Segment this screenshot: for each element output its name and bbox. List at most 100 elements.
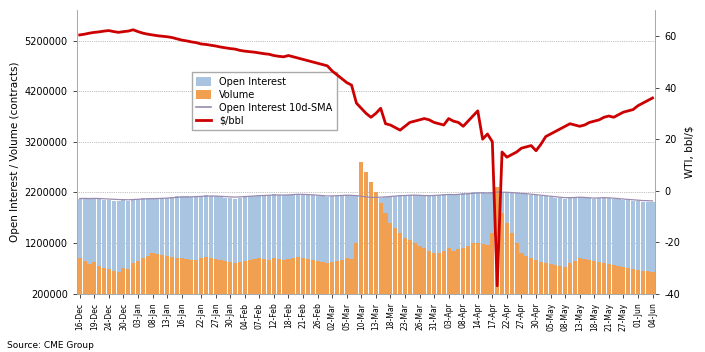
Bar (442, 194, 446, 304)
Bar (525, 256, 528, 304)
Bar (360, 162, 363, 304)
Bar (141, 258, 145, 304)
Bar (335, 196, 339, 304)
Bar (553, 197, 558, 304)
Bar (646, 202, 650, 304)
Bar (461, 248, 465, 304)
Bar (412, 195, 417, 304)
Bar (432, 195, 436, 304)
Bar (345, 195, 349, 304)
Bar (417, 246, 422, 304)
Bar (451, 251, 455, 304)
Bar (325, 263, 329, 304)
Bar (442, 251, 446, 304)
Y-axis label: Open Interest / Volume (contracts): Open Interest / Volume (contracts) (11, 62, 20, 242)
Bar (471, 193, 475, 304)
Bar (456, 194, 460, 304)
Bar (306, 195, 310, 304)
Bar (233, 199, 237, 304)
Bar (87, 264, 92, 304)
Bar (82, 261, 87, 304)
Bar (374, 193, 378, 304)
Bar (146, 197, 149, 304)
Bar (393, 228, 398, 304)
Bar (621, 267, 625, 304)
Legend: Open Interest, Volume, Open Interest 10d-SMA, $/bbl: Open Interest, Volume, Open Interest 10d… (192, 72, 337, 131)
Bar (427, 196, 431, 304)
Bar (398, 233, 402, 304)
Bar (316, 196, 319, 304)
Bar (355, 196, 358, 304)
Bar (150, 198, 154, 304)
Bar (616, 266, 620, 304)
Bar (636, 201, 640, 304)
Bar (185, 196, 188, 304)
Bar (296, 194, 300, 304)
Bar (621, 200, 625, 304)
Bar (102, 268, 106, 304)
Bar (243, 261, 247, 304)
Bar (131, 200, 135, 304)
Bar (529, 195, 533, 304)
Bar (257, 195, 262, 304)
Bar (437, 253, 441, 304)
Bar (175, 196, 179, 304)
Bar (422, 248, 427, 304)
Bar (291, 258, 295, 304)
Bar (199, 258, 203, 304)
Bar (228, 262, 232, 304)
Bar (520, 194, 524, 304)
Bar (199, 196, 203, 304)
Bar (190, 260, 193, 304)
Bar (350, 259, 354, 304)
Bar (500, 193, 504, 304)
Bar (126, 201, 130, 304)
Bar (631, 269, 635, 304)
Bar (121, 200, 125, 304)
Bar (320, 262, 324, 304)
Bar (582, 259, 587, 304)
Bar (219, 260, 223, 304)
Bar (223, 197, 228, 304)
Bar (355, 243, 358, 304)
Bar (602, 263, 606, 304)
Bar (597, 262, 601, 304)
Bar (340, 260, 344, 304)
Bar (626, 200, 630, 304)
Bar (267, 195, 271, 304)
Bar (466, 246, 470, 304)
Bar (180, 258, 184, 304)
Bar (106, 200, 111, 304)
Bar (116, 201, 121, 304)
Bar (490, 233, 494, 304)
Bar (592, 261, 596, 304)
Bar (350, 195, 354, 304)
Bar (563, 199, 568, 304)
Bar (136, 199, 140, 304)
Bar (476, 192, 480, 304)
Bar (272, 258, 276, 304)
Bar (553, 265, 558, 304)
Bar (534, 260, 538, 304)
Bar (417, 195, 422, 304)
Bar (515, 194, 519, 304)
Bar (204, 195, 208, 304)
Bar (281, 195, 286, 304)
Bar (481, 193, 484, 304)
Bar (281, 260, 286, 304)
Bar (97, 199, 102, 304)
Bar (165, 256, 169, 304)
Bar (92, 197, 97, 304)
Bar (330, 196, 334, 304)
Bar (267, 260, 271, 304)
Bar (446, 194, 450, 304)
Bar (577, 197, 582, 304)
Bar (87, 199, 92, 304)
Bar (631, 201, 635, 304)
Bar (374, 198, 378, 304)
Bar (592, 199, 596, 304)
Bar (544, 263, 548, 304)
Bar (379, 197, 383, 304)
Bar (427, 251, 431, 304)
Bar (486, 245, 489, 304)
